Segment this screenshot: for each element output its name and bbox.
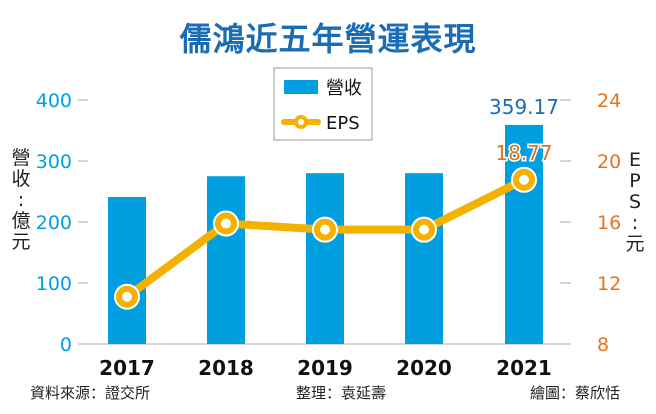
x-tick-label: 2018	[198, 356, 254, 380]
y-left-tick-label: 200	[36, 212, 72, 234]
x-tick-label: 2021	[496, 356, 552, 380]
eps-point-center	[320, 224, 330, 235]
y-right-tick-label: 8	[597, 334, 609, 356]
bar-2021	[505, 124, 543, 344]
footer-source: 資料來源：證交所	[30, 384, 151, 402]
y-right-tick-label: 16	[597, 212, 621, 234]
bar-2018	[207, 176, 245, 344]
legend-swatch-revenue	[284, 80, 318, 94]
data-label-revenue-2021: 359.17	[489, 95, 559, 119]
y-axis-left-label: 營收:億元	[11, 147, 31, 253]
chart-title: 儒鴻近五年營運表現	[179, 20, 477, 58]
y-left-tick-label: 400	[36, 90, 72, 112]
y-right-tick-label: 24	[597, 90, 621, 112]
legend-swatch-eps-center	[298, 119, 304, 125]
x-tick-label: 2019	[297, 356, 353, 380]
eps-point-center	[221, 218, 231, 229]
footer-editor: 整理：袁延壽	[296, 384, 387, 402]
legend-label-revenue: 營收	[326, 78, 362, 99]
legend-label-eps: EPS	[326, 113, 360, 134]
bar-2020	[405, 173, 443, 344]
bar-2017	[108, 196, 146, 344]
footer-artist: 繪圖：蔡欣恬	[530, 384, 621, 402]
eps-point-center	[122, 291, 132, 302]
eps-point-center	[419, 224, 429, 235]
y-right-tick-label: 12	[597, 273, 621, 295]
y-left-tick-label: 300	[36, 151, 72, 173]
y-right-tick-label: 20	[597, 151, 621, 173]
bar-2019	[306, 173, 344, 344]
x-tick-label: 2017	[99, 356, 155, 380]
eps-point-center	[519, 174, 529, 185]
x-tick-label: 2020	[396, 356, 452, 380]
y-left-tick-label: 0	[60, 334, 72, 356]
data-label-eps-2021: 18.77	[495, 141, 552, 165]
y-left-tick-label: 100	[36, 273, 72, 295]
